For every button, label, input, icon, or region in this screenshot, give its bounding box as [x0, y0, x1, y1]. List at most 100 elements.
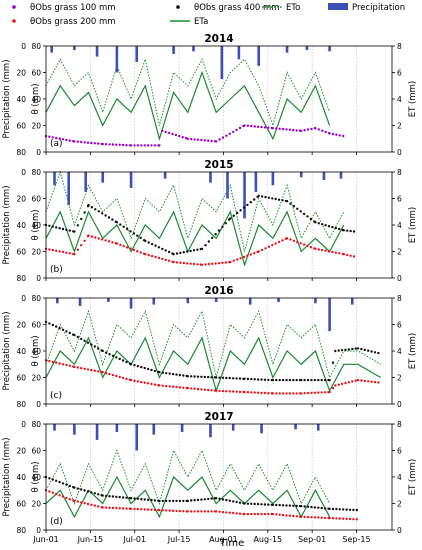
- theta-point-g400: [263, 378, 267, 381]
- theta-point-g400: [61, 328, 65, 331]
- theta-point-g200: [178, 386, 182, 389]
- theta-point-g200: [232, 259, 235, 262]
- theta-point-g100: [158, 144, 161, 147]
- theta-point-g400: [93, 492, 97, 495]
- theta-point-g400: [165, 499, 168, 503]
- theta-point-g100: [246, 124, 250, 128]
- panel-2017: 2017 Jun-01 Jun-15 Jul-01 Jul-15 Aug-01 Aug-15…: [2, 411, 418, 544]
- theta-point-g200: [340, 382, 344, 386]
- theta-point-g200: [352, 518, 355, 521]
- precip-bar: [322, 172, 326, 180]
- theta-point-g200: [190, 510, 193, 513]
- theta-point-g400: [175, 499, 178, 503]
- theta-point-g200: [150, 382, 153, 386]
- precip-bar: [209, 424, 212, 438]
- precip-bar: [53, 172, 56, 186]
- theta-point-g400: [221, 498, 225, 501]
- theta-point-g400: [140, 498, 143, 501]
- theta-point-g200: [289, 238, 292, 241]
- x-tick-label: Sep-15: [342, 535, 370, 544]
- theta-point-g200: [274, 242, 277, 245]
- theta-point-g200: [48, 490, 51, 493]
- theta-point-g200: [246, 512, 250, 516]
- theta-point-g200: [309, 246, 313, 249]
- theta-point-g400: [171, 499, 175, 503]
- theta-tick-label: 0: [36, 526, 41, 535]
- theta-point-g200: [150, 254, 154, 258]
- precip-bar: [237, 46, 241, 60]
- theta-point-g400: [317, 222, 320, 225]
- theta-point-g200: [182, 510, 185, 513]
- theta-point-g400: [182, 499, 185, 503]
- theta-point-g400: [192, 249, 196, 252]
- theta-point-g400: [271, 378, 275, 382]
- theta-point-g200: [228, 390, 231, 393]
- legend-label-eto: ETo: [286, 3, 300, 13]
- theta-point-g200: [310, 391, 313, 395]
- theta-point-g200: [215, 510, 218, 513]
- theta-point-g400: [111, 495, 115, 498]
- theta-point-g200: [86, 368, 90, 371]
- theta-tick-label: 80: [31, 420, 41, 429]
- theta-point-g400: [295, 504, 298, 508]
- theta-point-g200: [367, 380, 370, 383]
- theta-point-g400: [73, 230, 76, 233]
- theta-point-g400: [90, 343, 93, 346]
- theta-point-g400: [158, 499, 161, 503]
- theta-point-g200: [328, 516, 331, 520]
- theta-point-g200: [51, 491, 54, 494]
- theta-point-g400: [274, 197, 277, 201]
- theta-point-g400: [196, 375, 200, 378]
- theta-point-g400: [121, 359, 125, 362]
- precip-tick-label: 60: [16, 122, 26, 131]
- theta-point-g400: [150, 368, 153, 372]
- theta-point-g400: [90, 206, 94, 209]
- theta-point-g400: [161, 499, 164, 503]
- theta-point-g200: [118, 507, 121, 510]
- theta-point-g200: [133, 379, 136, 382]
- theta-point-g400: [264, 195, 267, 199]
- theta-point-g100: [125, 144, 128, 147]
- theta-point-g200: [139, 251, 142, 254]
- theta-point-g100: [285, 128, 288, 131]
- panel-title: 2015: [204, 159, 233, 171]
- theta-point-g200: [129, 247, 132, 250]
- theta-point-g200: [97, 505, 100, 508]
- theta-point-g400: [246, 502, 250, 505]
- precip-bar: [209, 172, 212, 183]
- theta-point-g100: [288, 128, 292, 131]
- theta-point-g200: [285, 237, 289, 240]
- theta-point-g100: [278, 127, 281, 130]
- theta-point-g200: [320, 391, 323, 394]
- theta-point-g200: [211, 262, 214, 265]
- theta-point-g200: [104, 506, 108, 509]
- eto-line: [45, 170, 345, 252]
- theta-point-g400: [229, 217, 232, 220]
- theta-point-g200: [200, 263, 204, 266]
- theta-point-g200: [347, 381, 351, 384]
- theta-point-g400: [221, 376, 225, 379]
- theta-point-g200: [288, 392, 292, 395]
- theta-point-g400: [178, 499, 182, 503]
- theta-point-g400: [48, 224, 51, 227]
- theta-point-g400: [356, 347, 360, 350]
- theta-point-g400: [161, 371, 164, 374]
- precip-bar: [163, 172, 167, 179]
- theta-point-g100: [292, 128, 295, 132]
- theta-point-g100: [190, 137, 193, 141]
- precip-bar: [226, 172, 229, 199]
- theta-point-g200: [267, 512, 270, 516]
- theta-point-g400: [217, 229, 221, 232]
- precip-tick-label: 80: [16, 400, 26, 409]
- theta-point-g200: [370, 380, 373, 383]
- theta-point-g200: [161, 257, 164, 261]
- theta-point-g400: [225, 498, 228, 502]
- theta-point-g400: [277, 198, 281, 201]
- theta-tick-label: 20: [31, 122, 41, 131]
- theta-point-g100: [218, 138, 221, 141]
- theta-point-g100: [324, 130, 327, 134]
- theta-point-g400: [235, 377, 238, 380]
- theta-point-g100: [221, 136, 225, 139]
- theta-axis-title: θ (mm): [31, 83, 41, 114]
- theta-point-g200: [203, 510, 206, 513]
